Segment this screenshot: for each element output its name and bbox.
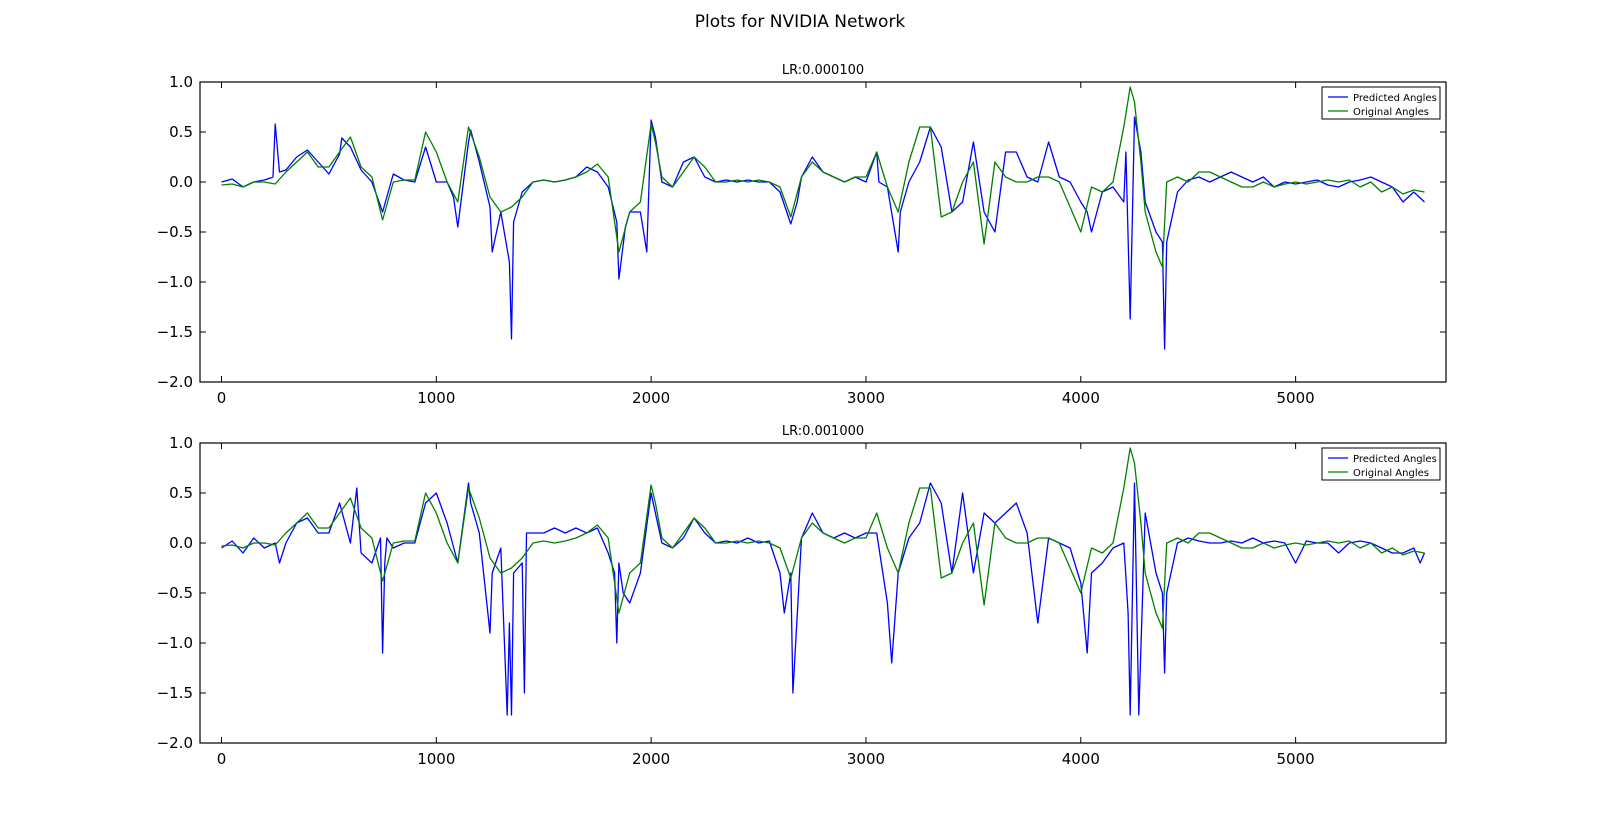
y-tick-label: −0.5 [157, 584, 193, 602]
figure-title: Plots for NVIDIA Network [694, 12, 906, 32]
y-tick-label: 0.0 [169, 534, 193, 552]
x-tick-label: 1000 [417, 389, 455, 407]
y-tick-label: −2.0 [157, 373, 193, 391]
y-tick-label: −1.0 [157, 273, 193, 291]
x-tick-label: 4000 [1062, 750, 1100, 768]
subplot-lr-0.0001: LR:0.000100 0 1000 2000 3000 4000 5000 1.0 0.5 0.… [157, 63, 1447, 407]
y-tick-label: 0.5 [169, 484, 193, 502]
subplot-title: LR:0.000100 [782, 63, 864, 78]
x-tick-label: 5000 [1277, 389, 1315, 407]
x-tick-label: 1000 [417, 750, 455, 768]
series-line-predicted [221, 116, 1425, 350]
y-tick-label: 0.5 [169, 123, 193, 141]
legend: Predicted Angles Original Angles [1321, 447, 1441, 481]
y-tick-label: −1.5 [157, 323, 193, 341]
y-tick-label: −2.0 [157, 734, 193, 752]
legend-box [1321, 86, 1441, 120]
x-tick-label: 3000 [847, 750, 885, 768]
legend-label: Predicted Angles [1353, 93, 1437, 104]
subplot-title: LR:0.001000 [782, 424, 864, 439]
y-tick-label: −1.0 [157, 634, 193, 652]
series-line-original [221, 447, 1425, 629]
y-tick-label: 1.0 [169, 73, 193, 91]
legend-label: Predicted Angles [1353, 454, 1437, 465]
x-tick-label: 0 [217, 750, 227, 768]
axes-frame [199, 81, 1447, 383]
x-tick-label: 3000 [847, 389, 885, 407]
x-tick-label: 2000 [632, 750, 670, 768]
series-line-original [221, 86, 1425, 268]
y-tick-label: 0.0 [169, 173, 193, 191]
x-tick-label: 2000 [632, 389, 670, 407]
y-tick-label: 1.0 [169, 434, 193, 452]
series-line-predicted [221, 482, 1426, 716]
y-tick-label: −1.5 [157, 684, 193, 702]
x-tick-label: 0 [217, 389, 227, 407]
x-tick-label: 5000 [1277, 750, 1315, 768]
subplot-lr-0.001: LR:0.001000 0 1000 2000 3000 4000 5000 1.0 0.5 0.… [157, 424, 1447, 768]
y-tick-label: −0.5 [157, 223, 193, 241]
legend-label: Original Angles [1353, 107, 1429, 118]
axes-frame [199, 442, 1447, 744]
legend-box [1321, 447, 1441, 481]
legend: Predicted Angles Original Angles [1321, 86, 1441, 120]
x-tick-label: 4000 [1062, 389, 1100, 407]
legend-label: Original Angles [1353, 468, 1429, 479]
